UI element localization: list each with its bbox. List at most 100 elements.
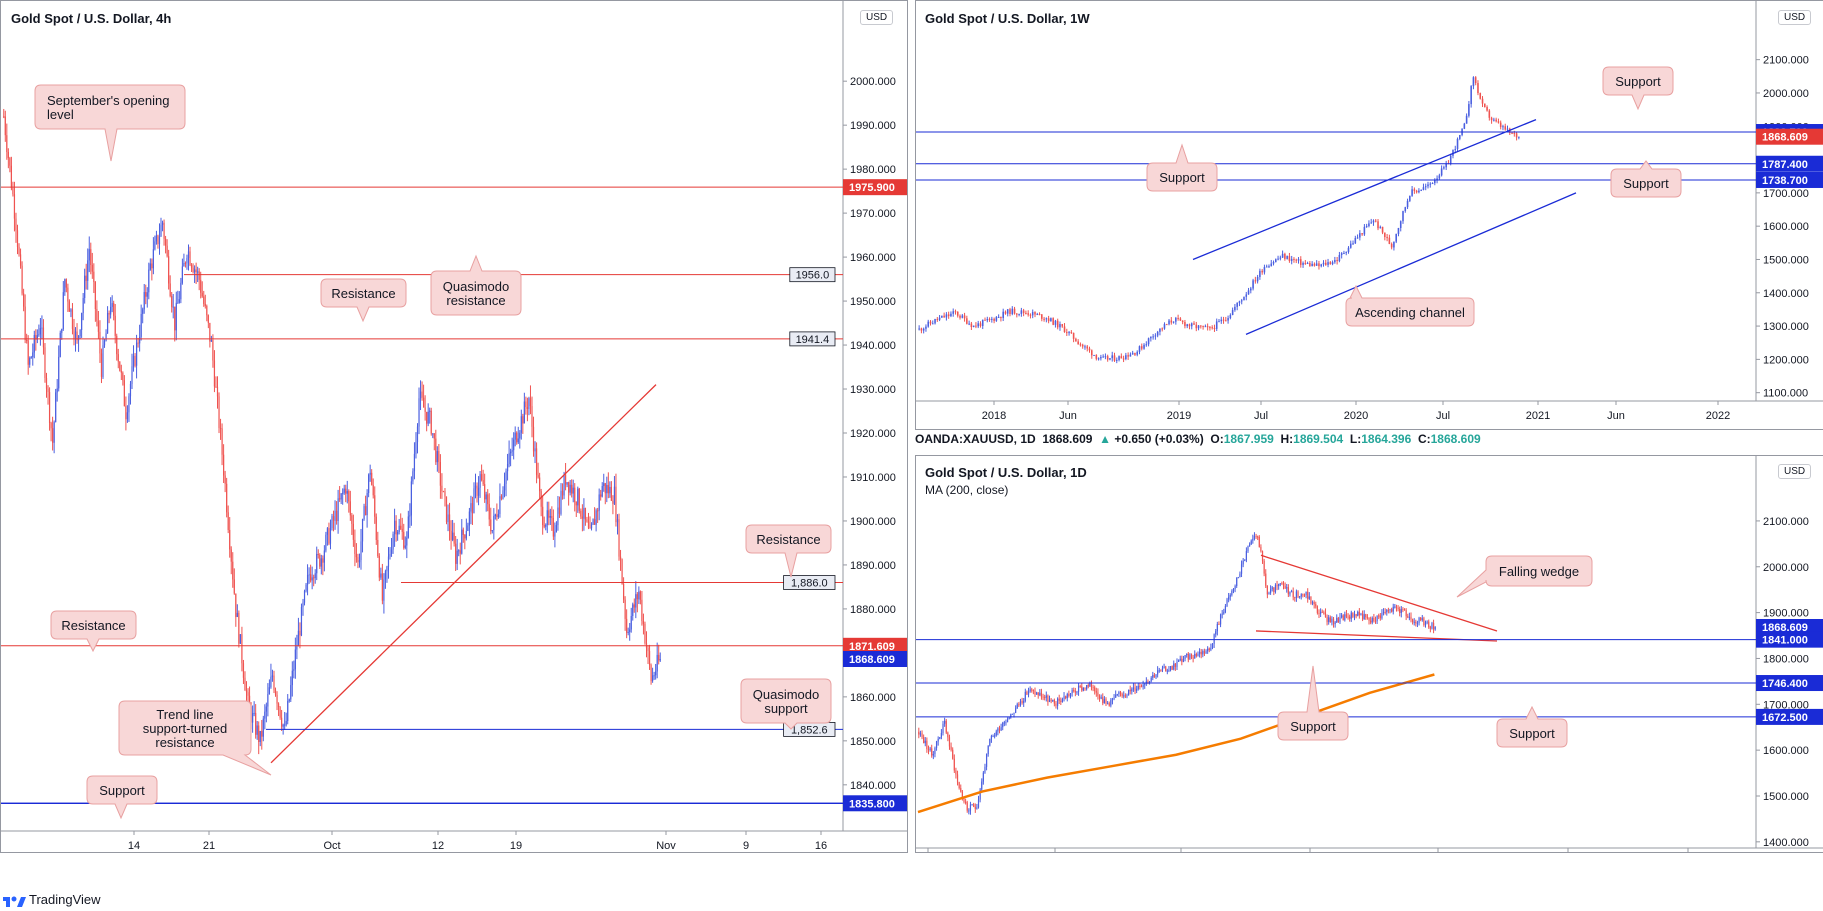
candle-body [1040,692,1043,697]
chart-title-1w: Gold Spot / U.S. Dollar, 1W [925,11,1090,26]
candle-body [413,453,416,472]
candle-body [430,410,432,434]
candle-body [1173,663,1175,670]
candle-body [925,326,927,329]
candle-body [974,806,976,809]
candle-body [279,706,281,718]
candle-body [1204,326,1207,328]
candle-body [1311,263,1313,267]
candle-body [224,475,226,484]
candle-body [290,685,292,700]
candle-body [238,612,240,644]
chart-1d-svg[interactable]: 2100.000 2000.000 1900.000 1800.000 1700.000… [916,456,1823,852]
candle-body [406,537,408,546]
candle-body [1395,606,1398,608]
candle-body [932,754,934,756]
candle-body [1003,722,1005,724]
chart-panel-4h[interactable]: 2000.000 1990.000 1980.000 1970.000 1960.000… [0,0,908,853]
candle-body [1176,661,1178,667]
candle-body [1331,262,1334,265]
infobar-low: 1864.396 [1361,432,1412,446]
candle-body [503,483,506,491]
candle-body [409,515,411,517]
candle-body [374,495,376,517]
y-tick-label: 2000.000 [1763,88,1809,100]
candle-body [947,314,950,317]
candle-body [506,464,509,472]
candle-body [1084,346,1086,348]
y-tick-label: 1800.000 [1763,653,1809,665]
chart-panel-1d[interactable]: 2100.000 2000.000 1900.000 1800.000 1700.000… [915,455,1823,853]
candle-body [1392,606,1394,612]
candle-body [500,496,503,499]
y-tick-label: 1200.000 [1763,354,1809,366]
x-tick-label: Jul [1254,410,1268,422]
candle-body [1376,615,1378,622]
candle-body [241,634,243,664]
candle-body [987,745,989,755]
candle-body [369,472,371,475]
candle-body [1295,591,1298,598]
y-tick-label: 1880.000 [850,604,896,616]
candle-body [1336,617,1338,623]
candle-body [1148,681,1151,683]
candle-body [1075,338,1077,342]
candle-body [1059,324,1061,328]
y-tick-label: 1100.000 [1763,388,1808,400]
candle-body [1257,536,1259,538]
candle-body [401,528,403,532]
candle-body [1036,692,1038,695]
candle-body [1031,312,1034,316]
candle-body [1328,617,1330,622]
candle-body [1274,259,1277,263]
candle-body [639,591,641,600]
candle-body [1456,138,1459,150]
candle-body [965,801,967,803]
candle-body [125,406,127,420]
candle-body [1391,609,1393,612]
candle-body [100,353,103,377]
candle-body [1054,320,1057,325]
candle-body [1361,233,1363,235]
candle-body [593,519,596,525]
candle-body [1404,207,1407,212]
candle-body [296,646,298,650]
candle-body [636,594,638,600]
channel-upper [1192,118,1537,261]
currency-badge-1d[interactable]: USD [1778,464,1812,479]
candle-body [1358,611,1360,616]
candle-body [1190,654,1193,658]
level-price-tag [843,637,907,654]
candle-body [1165,324,1168,326]
candle-body [969,804,972,811]
chart-4h-svg[interactable]: 2000.000 1990.000 1980.000 1970.000 1960.000… [1,1,907,852]
level-price-tag [1756,708,1823,725]
currency-badge-1w[interactable]: USD [1778,10,1812,25]
chart-1w-svg[interactable]: 2100.0002000.0001900.0001800.0001700.000… [916,1,1823,429]
x-tick-label: 12 [432,840,444,852]
candle-body [1240,300,1243,302]
candle-body [1157,670,1159,675]
candle-body [1178,660,1180,662]
candle-body [42,327,45,348]
candle-body [1281,583,1283,585]
candle-body [1068,332,1070,334]
candle-body [48,392,51,423]
chart-panel-1w[interactable]: 2100.0002000.0001900.0001800.0001700.000… [915,0,1823,430]
candle-body [84,275,86,298]
candle-body [586,519,588,522]
currency-badge-4h[interactable]: USD [860,10,894,25]
candle-body [157,235,159,245]
candle-body [1344,614,1346,621]
candle-body [1363,614,1365,620]
candle-body [1000,316,1002,318]
candle-body [1424,622,1427,626]
candle-body [26,339,28,341]
candle-body [1227,318,1229,321]
candle-body [1206,326,1209,328]
candle-body [348,491,350,502]
candle-body [1410,616,1412,620]
candle-body [16,230,19,247]
candle-body [546,510,548,525]
candle-body [294,649,296,670]
